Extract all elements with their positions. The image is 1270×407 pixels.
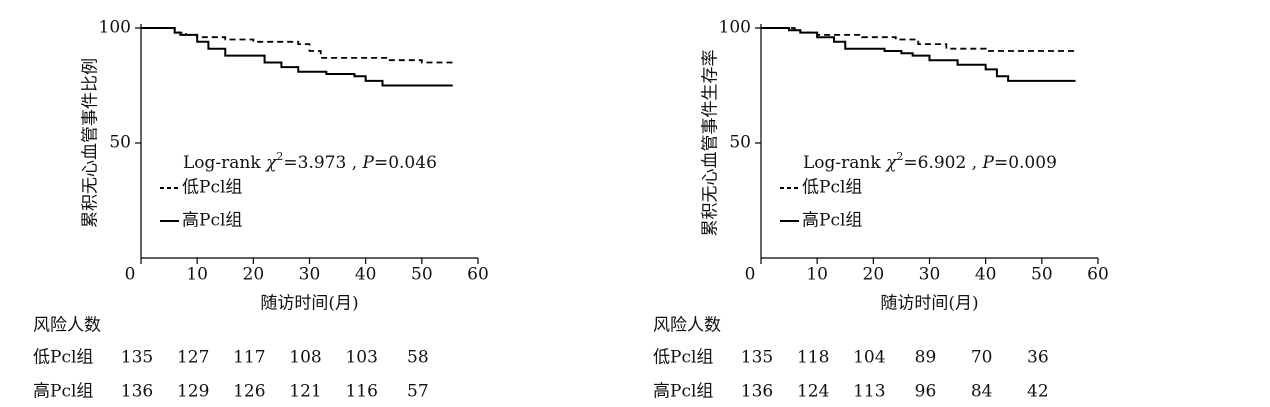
survival-curve — [761, 27, 1076, 82]
x-tick-label: 0 — [745, 265, 756, 285]
x-tick-label: 60 — [467, 265, 489, 285]
x-tick-label: 30 — [299, 265, 321, 285]
risk-row-label: 高Pcl组 — [33, 382, 93, 402]
annotation-part: =6.902 , — [903, 153, 982, 173]
risk-count: 127 — [177, 348, 209, 368]
risk-count: 96 — [915, 382, 937, 402]
x-tick-label: 0 — [125, 265, 136, 285]
survival-curve — [761, 27, 1076, 52]
risk-row-label: 低Pcl组 — [653, 348, 713, 368]
risk-count: 135 — [121, 348, 153, 368]
x-tick-label: 20 — [863, 265, 885, 285]
risk-table-title: 风险人数 — [653, 316, 721, 336]
x-tick-label: 20 — [243, 265, 265, 285]
risk-count: 58 — [407, 348, 429, 368]
x-tick-label: 60 — [1087, 265, 1109, 285]
survival-curve — [141, 27, 453, 87]
annotation-part: Log-rank — [183, 153, 266, 173]
risk-row-label: 高Pcl组 — [653, 382, 713, 402]
survival-curve — [141, 27, 453, 64]
y-tick-label: 50 — [109, 133, 131, 153]
risk-count: 89 — [915, 348, 937, 368]
risk-count: 136 — [121, 382, 153, 402]
y-axis-label: 累积无心血管事件生存率 — [701, 50, 721, 237]
y-tick-label: 50 — [729, 133, 751, 153]
annotation-part: χ — [265, 153, 278, 173]
annotation-part: =0.009 — [994, 153, 1057, 173]
annotation-part: 2 — [896, 150, 903, 163]
annotation-part: 2 — [276, 150, 283, 163]
x-tick-label: 10 — [806, 265, 828, 285]
annotation-part: χ — [885, 153, 898, 173]
risk-count: 113 — [853, 382, 885, 402]
risk-count: 108 — [289, 348, 321, 368]
risk-count: 57 — [407, 382, 429, 402]
legend-label: 低Pcl组 — [802, 178, 862, 198]
risk-count: 84 — [971, 382, 993, 402]
x-tick-label: 30 — [919, 265, 941, 285]
risk-count: 103 — [345, 348, 377, 368]
risk-count: 104 — [853, 348, 885, 368]
legend-label: 低Pcl组 — [182, 178, 242, 198]
x-tick-label: 40 — [975, 265, 997, 285]
y-axis-label: 累积无心血管事件比例 — [81, 58, 101, 228]
x-axis-label: 随访时间(月) — [260, 294, 358, 314]
annotation: Log-rank χ2=3.973 , P=0.046 — [183, 150, 437, 173]
annotation: Log-rank χ2=6.902 , P=0.009 — [803, 150, 1057, 173]
risk-count: 117 — [233, 348, 265, 368]
legend-label: 高Pcl组 — [182, 211, 242, 231]
risk-count: 129 — [177, 382, 209, 402]
risk-count: 136 — [741, 382, 773, 402]
legend-label: 高Pcl组 — [802, 211, 862, 231]
annotation-part: P — [362, 153, 375, 173]
annotation-part: P — [982, 153, 995, 173]
annotation-part: =0.046 — [374, 153, 437, 173]
risk-count: 126 — [233, 382, 265, 402]
risk-count: 70 — [971, 348, 993, 368]
annotation-part: Log-rank — [803, 153, 886, 173]
risk-count: 124 — [797, 382, 829, 402]
risk-count: 121 — [289, 382, 321, 402]
risk-table-title: 风险人数 — [33, 316, 101, 336]
risk-count: 36 — [1027, 348, 1049, 368]
x-tick-label: 40 — [355, 265, 377, 285]
x-axis-label: 随访时间(月) — [880, 294, 978, 314]
x-tick-label: 10 — [186, 265, 208, 285]
risk-count: 116 — [345, 382, 377, 402]
risk-count: 118 — [797, 348, 829, 368]
y-tick-label: 100 — [719, 18, 751, 38]
x-tick-label: 50 — [411, 265, 433, 285]
y-tick-label: 100 — [99, 18, 131, 38]
risk-count: 135 — [741, 348, 773, 368]
x-tick-label: 50 — [1031, 265, 1053, 285]
risk-row-label: 低Pcl组 — [33, 348, 93, 368]
risk-count: 42 — [1027, 382, 1049, 402]
annotation-part: =3.973 , — [283, 153, 362, 173]
